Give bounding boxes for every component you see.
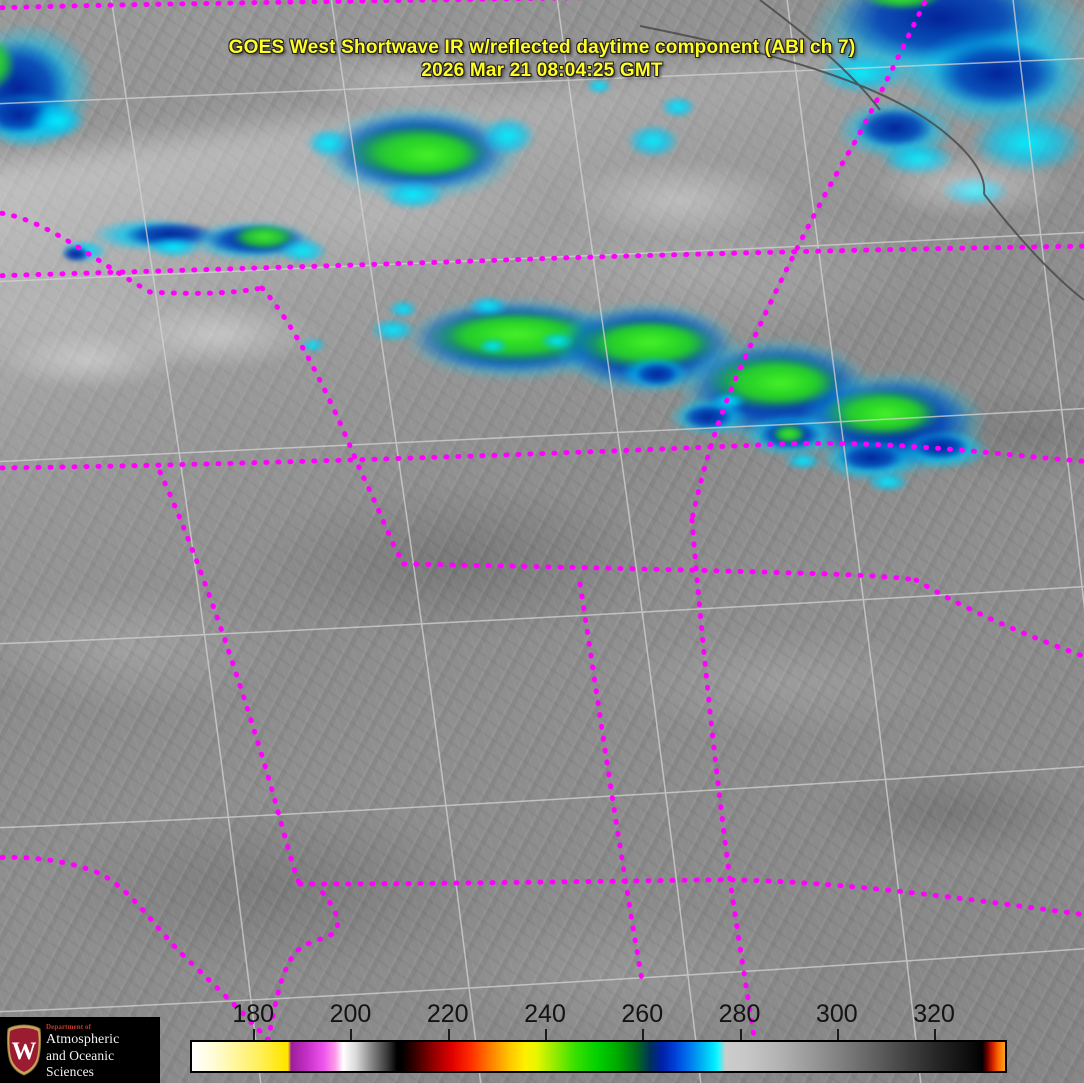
colorbar-tick-label: 220 [426,1000,469,1028]
colorbar-tick-label: 180 [232,1000,275,1028]
colorbar-tick [447,1029,450,1040]
colorbar-tick [836,1029,839,1040]
colorbar-tick [350,1029,353,1040]
logo-line-1: Atmospheric [46,1032,120,1047]
colorbar-tick-label: 280 [718,1000,761,1028]
colorbar-tick-label: 320 [913,1000,955,1028]
colorbar-tick-label: 260 [621,1000,664,1028]
colorbar-tick [253,1029,256,1040]
logo-department-label: Department of [46,1023,92,1031]
colorbar-tick [642,1029,645,1040]
logo-line-2: and Oceanic Sciences [46,1048,115,1079]
svg-text:W: W [12,1038,37,1065]
colorbar-tick-label: 240 [524,1000,566,1028]
colorbar-legend: 180 200 220 240 260 280 300 320 [0,1000,1084,1083]
colorbar-wrapper: 180 200 220 240 260 280 300 320 [190,1000,1007,1073]
uw-logo-text: Department of Atmospheric and Oceanic Sc… [46,1023,158,1080]
colorbar-gradient [190,1040,1007,1073]
uw-crest-icon: W [6,1024,42,1076]
colorbar-tick-label: 300 [815,1000,858,1028]
colorbar-tick [934,1029,937,1040]
colorbar-tick-label: 200 [329,1000,372,1028]
colorbar-tick [545,1029,547,1040]
colorbar-tick [739,1029,742,1040]
uw-aos-logo: W Department of Atmospheric and Oceanic … [0,1017,160,1083]
